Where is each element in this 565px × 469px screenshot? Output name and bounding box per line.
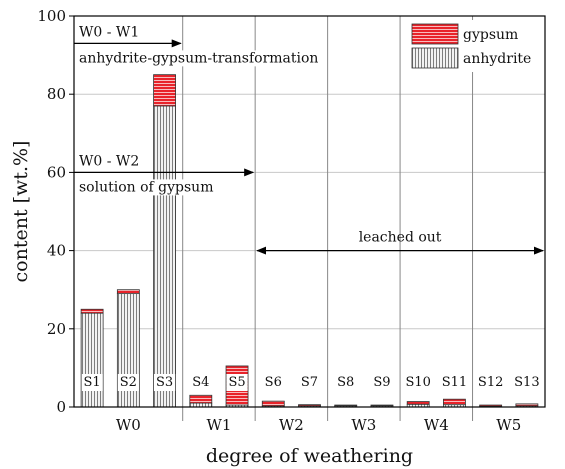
legend-label-gypsum: gypsum: [463, 27, 518, 43]
x-group-label-w4: W4: [424, 416, 449, 434]
bar-label-s3: S3: [156, 375, 173, 390]
annotations: W0 - W1 anhydrite-gypsum-transformation W0…: [74, 24, 544, 255]
bar-label-background: [403, 374, 433, 391]
bar-gypsum-s3: [153, 74, 176, 107]
legend-swatch-anhydrite: [411, 47, 459, 69]
y-tick-label: 60: [47, 163, 66, 181]
bar-label-background: [153, 374, 176, 391]
bar-label-s2: S2: [120, 375, 137, 390]
bar-label-background: [475, 374, 506, 391]
bar-label-s12: S12: [478, 375, 503, 390]
legend-swatch-gypsum: [411, 23, 459, 45]
annotation-title-1: W0 - W1: [79, 24, 139, 40]
x-group-label-w3: W3: [351, 416, 376, 434]
annotation-background: [78, 153, 141, 170]
y-tick-label: 80: [47, 85, 66, 103]
x-group-label-w5: W5: [496, 416, 521, 434]
bar-label-background: [335, 374, 357, 391]
bar-label-s1: S1: [84, 375, 101, 390]
bar-label-s10: S10: [405, 375, 430, 390]
legend: gypsum anhydrite: [408, 20, 541, 72]
bar-gypsum-s1: [80, 308, 104, 314]
bar-label-background: [190, 374, 212, 391]
bar-anhydrite-s1: [80, 312, 104, 408]
y-tick-label: 20: [47, 320, 66, 338]
x-group-label-w0: W0: [116, 416, 141, 434]
y-tick-label: 100: [37, 7, 66, 25]
annotation-text-2: solution of gypsum: [79, 179, 213, 195]
bar-gypsum-s4: [189, 394, 213, 404]
y-axis-title: content [wt.%]: [10, 141, 32, 283]
bar-label-s11: S11: [442, 375, 467, 390]
bar-label-background: [439, 374, 470, 391]
bar-gypsum-s11: [443, 398, 466, 406]
bar-label-s9: S9: [373, 375, 390, 390]
bar-gypsum-s13: [515, 403, 539, 407]
bar-label-background: [117, 374, 139, 391]
bar-label-s4: S4: [192, 375, 209, 390]
legend-label-anhydrite: anhydrite: [463, 51, 531, 67]
annotation-background: [78, 24, 141, 41]
bar-gypsum-s6: [261, 400, 285, 407]
x-axis-title: degree of weathering: [206, 445, 413, 467]
bar-label-background: [298, 374, 321, 391]
y-tick-label: 40: [47, 242, 66, 260]
grid: [74, 16, 545, 421]
bar-label-background: [226, 374, 248, 391]
bar-gypsum-s7: [298, 404, 321, 407]
bar-label-s8: S8: [337, 375, 354, 390]
axes: 0 20 40 60 80 100 W0 W1 W2 W3 W4 W5 degree of weathe…: [10, 7, 546, 467]
plot-frame: [73, 15, 546, 408]
bar-anhydrite-s3: [153, 105, 176, 408]
bar-label-background: [512, 374, 542, 391]
bar-label-s7: S7: [301, 375, 318, 390]
x-group-label-w1: W1: [206, 416, 231, 434]
bar-label-background: [262, 374, 284, 391]
annotation-background: [78, 179, 215, 196]
annotation-title-2: W0 - W2: [79, 153, 139, 169]
bar-gypsum-s10: [406, 401, 430, 405]
bar-gypsum-s12: [479, 404, 503, 407]
bar-label-s6: S6: [265, 375, 282, 390]
bars: S1 S2 S3 S4 S5 S6 S7 S8 S9 S10 S11 S12 S13: [80, 74, 542, 408]
y-tick-label: 0: [56, 398, 66, 416]
annotation-label-3: leached out: [359, 230, 442, 246]
bar-gypsum-s8: [334, 404, 358, 407]
bar-label-background: [81, 374, 103, 391]
bar-gypsum-s2: [116, 289, 140, 295]
annotation-text-1: anhydrite-gypsum-transformation: [79, 50, 318, 66]
bar-gypsum-s9: [370, 404, 394, 407]
x-group-label-w2: W2: [279, 416, 304, 434]
annotation-background: [78, 50, 320, 67]
bar-label-s5: S5: [228, 375, 245, 390]
bar-label-s13: S13: [514, 375, 539, 390]
bar-label-background: [371, 374, 393, 391]
